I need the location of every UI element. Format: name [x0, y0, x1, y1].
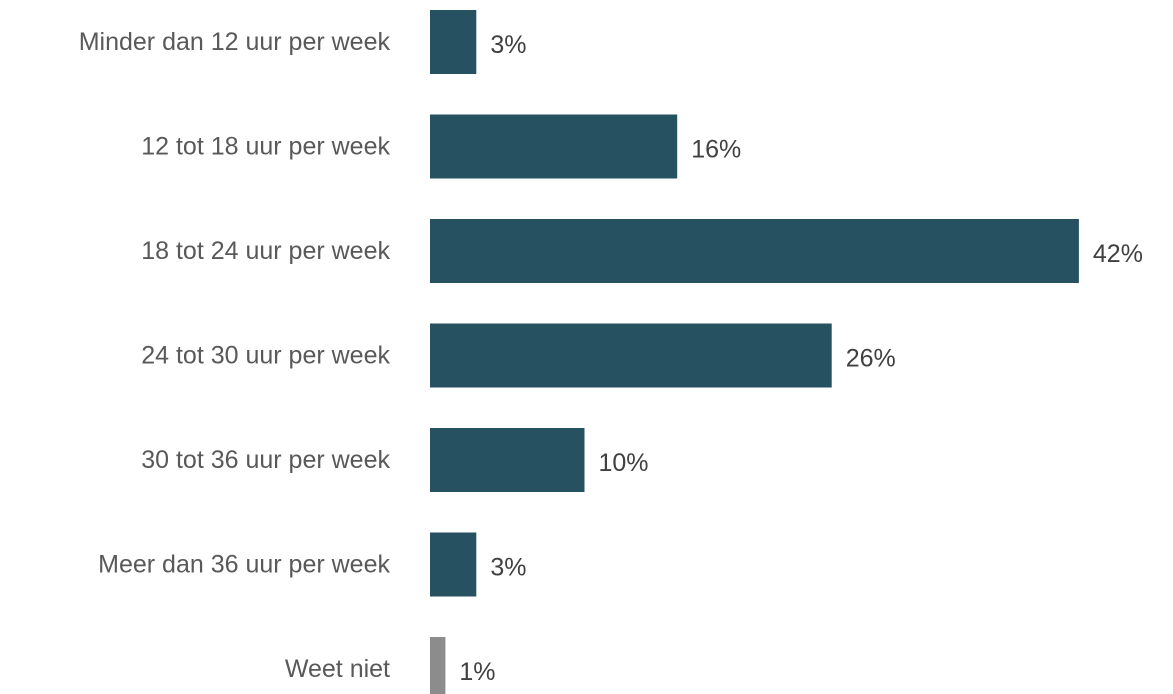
bar-meer-dan-36-uur-per-week [430, 532, 477, 597]
category-label-30-tot-36-uur-per-week: 30 tot 36 uur per week [141, 446, 390, 474]
category-label-12-tot-18-uur-per-week: 12 tot 18 uur per week [141, 133, 390, 161]
bar-weet-niet [430, 637, 446, 694]
bar-30-tot-36-uur-per-week [430, 428, 585, 492]
bar-24-tot-30-uur-per-week [430, 323, 832, 388]
value-labels: 3% 16% 42% 26% 10% 3% 1% [459, 31, 1143, 686]
category-label-minder-dan-12-uur-per-week: Minder dan 12 uur per week [79, 28, 391, 56]
bars-group [430, 10, 1079, 694]
bar-minder-dan-12-uur-per-week [430, 10, 477, 74]
value-label-minder-dan-12-uur-per-week: 3% [490, 31, 526, 59]
bar-12-tot-18-uur-per-week [430, 114, 678, 179]
value-label-24-tot-30-uur-per-week: 26% [846, 345, 896, 373]
category-label-24-tot-30-uur-per-week: 24 tot 30 uur per week [141, 342, 390, 370]
value-label-12-tot-18-uur-per-week: 16% [691, 136, 741, 164]
value-label-weet-niet: 1% [459, 658, 495, 686]
bar-18-tot-24-uur-per-week [430, 219, 1079, 283]
value-label-18-tot-24-uur-per-week: 42% [1093, 240, 1143, 268]
category-label-meer-dan-36-uur-per-week: Meer dan 36 uur per week [98, 551, 390, 579]
category-label-18-tot-24-uur-per-week: 18 tot 24 uur per week [141, 237, 390, 265]
category-label-weet-niet: Weet niet [285, 655, 390, 683]
value-label-30-tot-36-uur-per-week: 10% [599, 449, 649, 477]
category-labels: Minder dan 12 uur per week 12 tot 18 uur … [79, 28, 391, 683]
value-label-meer-dan-36-uur-per-week: 3% [490, 554, 526, 582]
